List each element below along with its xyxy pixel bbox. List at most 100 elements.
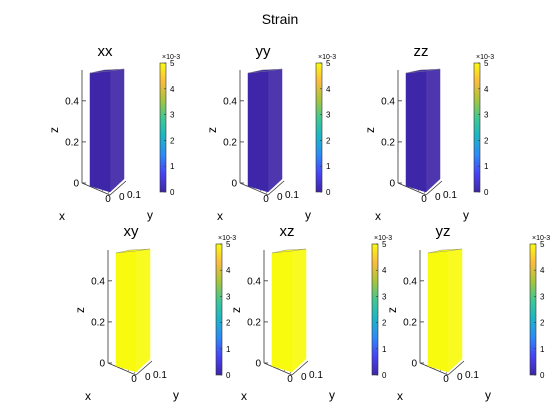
colorbar-tick-label: 1 bbox=[170, 162, 175, 171]
y-tick-label: 0.1 bbox=[285, 190, 299, 201]
subplot-title: xz bbox=[280, 223, 295, 240]
colorbar-tick-label: 0 bbox=[170, 188, 175, 197]
subplot-title: xy bbox=[124, 223, 140, 240]
colorbar-yy: 0 1 2 3 4 5×10-3 bbox=[316, 54, 336, 197]
x-axis-label: x bbox=[59, 209, 65, 223]
z-tick-label: 0.4 bbox=[223, 96, 237, 107]
z-axis-label: z bbox=[229, 307, 243, 313]
y-tick-label: 0 bbox=[301, 372, 307, 383]
x-tick-label: 0 bbox=[263, 194, 269, 205]
z-axis-label: z bbox=[47, 127, 61, 133]
colorbar-tick-label: 4 bbox=[326, 85, 331, 94]
z-axis-label: z bbox=[73, 307, 87, 313]
colorbar-tick-label: 2 bbox=[382, 319, 387, 328]
z-axis-label: z bbox=[205, 127, 219, 133]
colorbar-tick-label: 2 bbox=[170, 136, 175, 145]
subplot-title: xx bbox=[98, 43, 114, 60]
z-tick-label: 0.2 bbox=[65, 137, 79, 148]
colorbar-tick-label: 4 bbox=[540, 266, 545, 275]
y-tick-label: 0 bbox=[457, 372, 463, 383]
y-tick-label: 0 bbox=[277, 192, 283, 203]
x-tick-label: 0 bbox=[421, 194, 427, 205]
z-tick-label: 0.2 bbox=[247, 317, 261, 328]
y-tick-label: 0.1 bbox=[309, 370, 323, 381]
z-tick-label: 0 bbox=[255, 359, 261, 370]
z-tick-label: 0 bbox=[231, 179, 237, 190]
surface-side bbox=[292, 249, 306, 372]
colorbar-tick-label: 3 bbox=[382, 292, 387, 301]
surface-side bbox=[426, 69, 440, 192]
subplot-title: zz bbox=[414, 43, 429, 60]
colorbar-tick-label: 4 bbox=[170, 85, 175, 94]
z-tick-label: 0.4 bbox=[403, 276, 417, 287]
colorbar-tick-label: 1 bbox=[484, 162, 489, 171]
y-axis-label: y bbox=[463, 208, 469, 222]
colorbar-tick-label: 1 bbox=[540, 345, 545, 354]
y-tick-label: 0.1 bbox=[127, 190, 141, 201]
colorbar-rect bbox=[372, 244, 378, 375]
colorbar-rect bbox=[474, 63, 480, 192]
colorbar-tick-label: 3 bbox=[170, 111, 175, 120]
x-axis-label: x bbox=[241, 389, 247, 403]
subplot-title: yy bbox=[256, 43, 272, 60]
colorbar-exponent: ×10-3 bbox=[218, 235, 236, 242]
colorbar-rect bbox=[216, 244, 222, 375]
colorbar-exponent: ×10-3 bbox=[532, 235, 550, 242]
surface-front bbox=[90, 71, 110, 192]
surface-side bbox=[136, 249, 150, 372]
z-axis-label: z bbox=[385, 307, 399, 313]
z-tick-label: 0 bbox=[99, 359, 105, 370]
colorbar-exponent: ×10-3 bbox=[476, 54, 494, 61]
surface-front bbox=[248, 71, 268, 192]
colorbar-tick-label: 1 bbox=[226, 345, 231, 354]
y-tick-label: 0 bbox=[145, 372, 151, 383]
z-tick-label: 0 bbox=[389, 179, 395, 190]
x-axis-label: x bbox=[85, 389, 91, 403]
z-axis-label: z bbox=[363, 127, 377, 133]
z-tick-label: 0.2 bbox=[91, 317, 105, 328]
z-tick-label: 0.2 bbox=[381, 137, 395, 148]
y-axis-label: y bbox=[305, 208, 311, 222]
z-tick-label: 0.2 bbox=[403, 317, 417, 328]
subplot-title: yz bbox=[436, 223, 451, 240]
colorbar-tick-label: 2 bbox=[226, 319, 231, 328]
colorbar-tick-label: 0 bbox=[484, 188, 489, 197]
y-axis-label: y bbox=[147, 208, 153, 222]
x-tick-label: 0 bbox=[443, 374, 449, 385]
colorbar-tick-label: 0 bbox=[326, 188, 331, 197]
surface-front bbox=[406, 71, 426, 192]
surface-side bbox=[268, 69, 282, 192]
subplot-xx: xx00.20.4z0 0 0.1x y bbox=[47, 43, 153, 223]
colorbar-tick-label: 3 bbox=[326, 111, 331, 120]
y-axis-label: y bbox=[329, 388, 335, 402]
x-tick-label: 0 bbox=[287, 374, 293, 385]
y-tick-label: 0.1 bbox=[443, 190, 457, 201]
colorbar-exponent: ×10-3 bbox=[318, 54, 336, 61]
colorbar-tick-label: 0 bbox=[226, 371, 231, 380]
x-axis-label: x bbox=[217, 209, 223, 223]
y-tick-label: 0 bbox=[119, 192, 125, 203]
colorbar-yz: 0 1 2 3 4 5×10-3 bbox=[530, 235, 550, 380]
colorbar-rect bbox=[316, 63, 322, 192]
colorbar-tick-label: 0 bbox=[382, 371, 387, 380]
colorbar-tick-label: 1 bbox=[382, 345, 387, 354]
z-tick-label: 0 bbox=[73, 179, 79, 190]
colorbar-xx: 0 1 2 3 4 5×10-3 bbox=[160, 54, 180, 197]
colorbar-exponent: ×10-3 bbox=[162, 54, 180, 61]
z-tick-label: 0 bbox=[411, 359, 417, 370]
colorbar-rect bbox=[530, 244, 536, 375]
colorbar-tick-label: 1 bbox=[326, 162, 331, 171]
colorbar-tick-label: 3 bbox=[540, 292, 545, 301]
surface-side bbox=[110, 69, 124, 192]
z-tick-label: 0.4 bbox=[381, 96, 395, 107]
x-tick-label: 0 bbox=[131, 374, 137, 385]
x-axis-label: x bbox=[397, 389, 403, 403]
y-axis-label: y bbox=[173, 388, 179, 402]
colorbar-tick-label: 3 bbox=[226, 292, 231, 301]
surface-front bbox=[272, 251, 292, 372]
